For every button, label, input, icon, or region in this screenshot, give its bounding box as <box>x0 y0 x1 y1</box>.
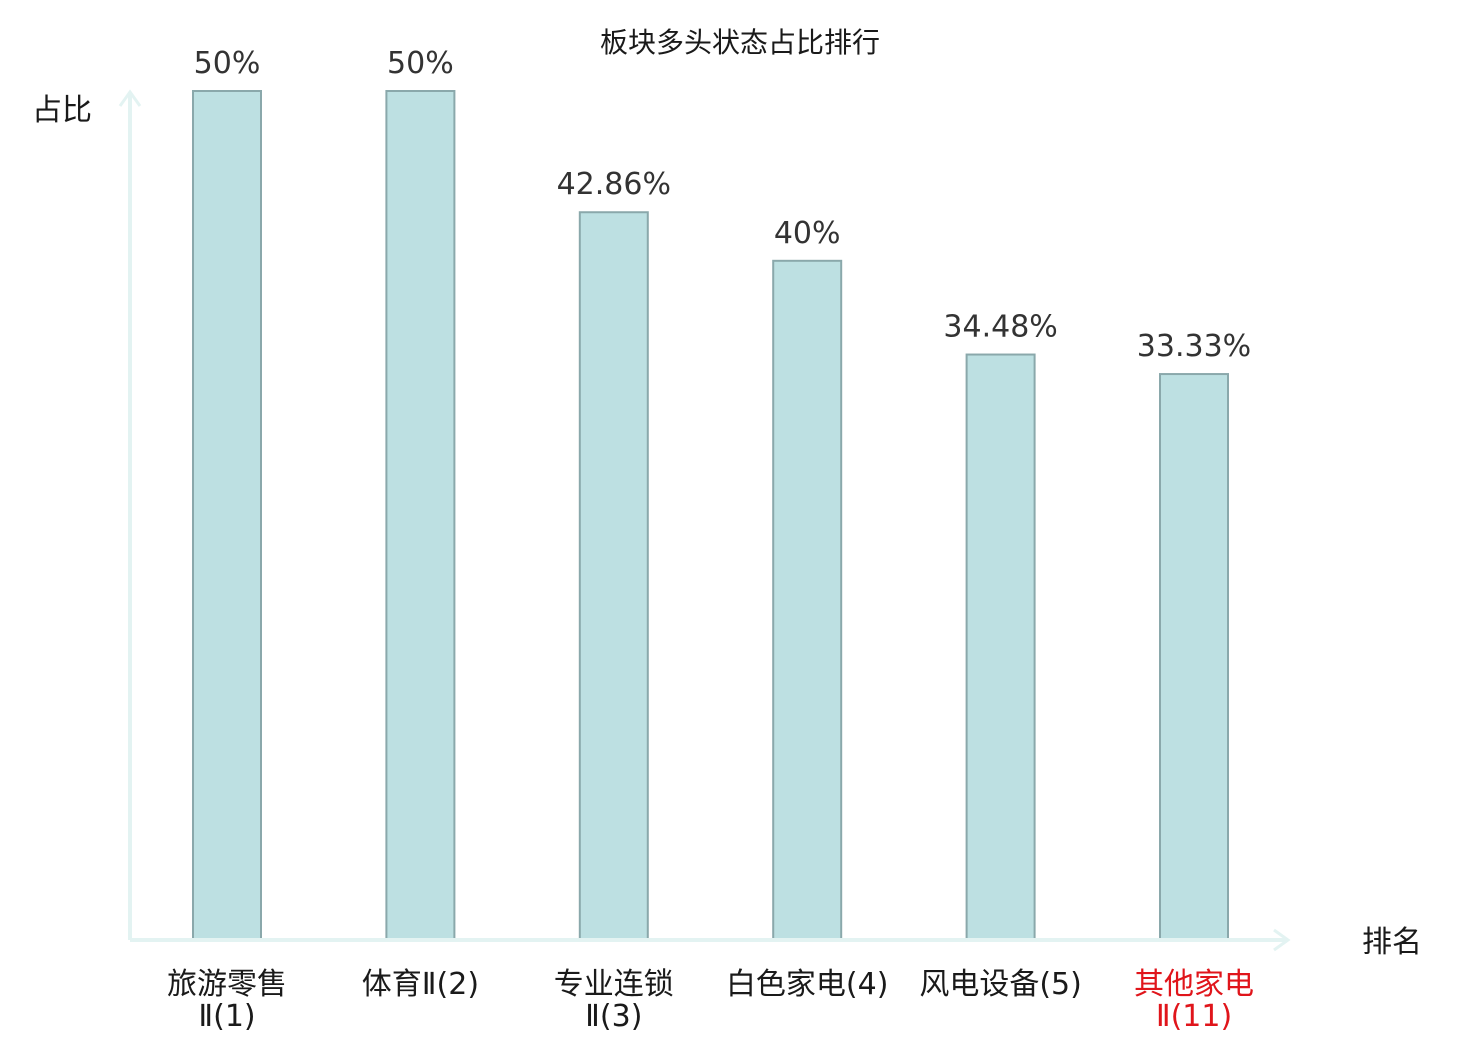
category-label-6-line-1: 其他家电 <box>1134 967 1254 1002</box>
category-label-4: 白色家电(4) <box>726 967 889 1002</box>
bars-group <box>192 90 1229 942</box>
category-label-3-line-1: 专业连锁 <box>554 967 674 1002</box>
chart-title: 板块多头状态占比排行 <box>600 26 880 59</box>
category-label-1-line-1: 旅游零售 <box>167 967 287 1002</box>
value-label-5: 34.48% <box>943 310 1057 345</box>
y-axis-arrow <box>118 89 142 107</box>
bar-5 <box>965 353 1036 941</box>
value-label-2: 50% <box>387 46 454 81</box>
value-label-4: 40% <box>774 216 841 251</box>
x-axis-arrow <box>1273 928 1291 952</box>
category-label-2: 体育Ⅱ(2) <box>362 967 479 1002</box>
category-label-6-line-2: Ⅱ(11) <box>1156 999 1232 1034</box>
bar-2 <box>385 90 456 941</box>
x-axis-title: 排名 <box>1362 925 1422 960</box>
value-label-3: 42.86% <box>557 167 671 202</box>
bar-3 <box>578 211 649 942</box>
category-label-1-line-2: Ⅱ(1) <box>198 999 255 1034</box>
category-label-3-line-2: Ⅱ(3) <box>585 999 642 1034</box>
value-label-6: 33.33% <box>1137 329 1251 364</box>
bar-4 <box>772 259 843 941</box>
y-axis-title: 占比 <box>32 93 92 128</box>
bar-6 <box>1159 373 1229 942</box>
bar-1 <box>192 90 262 941</box>
category-label-5: 风电设备(5) <box>919 967 1082 1002</box>
value-label-1: 50% <box>194 46 261 81</box>
